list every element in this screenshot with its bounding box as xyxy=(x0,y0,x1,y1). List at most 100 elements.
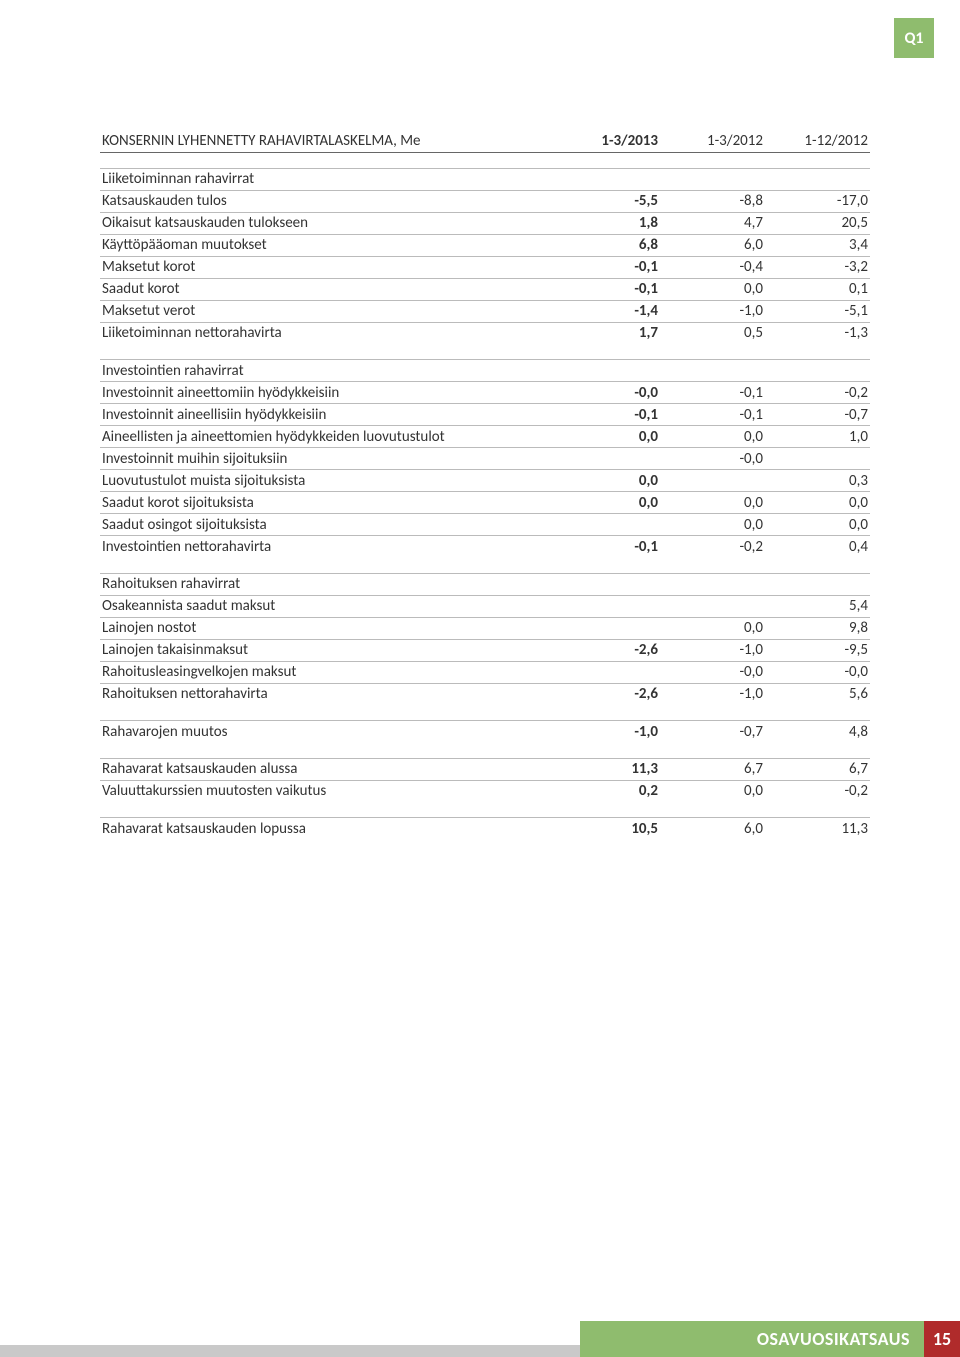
row-label: Katsauskauden tulos xyxy=(100,190,555,212)
table-row: Rahavarat katsauskauden lopussa10,56,011… xyxy=(100,818,870,840)
col-header-1: 1-3/2013 xyxy=(555,130,660,152)
table-row: Rahavarat katsauskauden alussa11,36,76,7 xyxy=(100,758,870,780)
spacer-row xyxy=(100,557,870,573)
spacer-row xyxy=(100,152,870,168)
cell-c3: 6,7 xyxy=(765,758,870,780)
cell-c3: -0,2 xyxy=(765,382,870,404)
cell-c1 xyxy=(555,448,660,470)
cell-c1: -0,1 xyxy=(555,404,660,426)
cell-c2: 0,0 xyxy=(660,780,765,802)
cell-c2: -0,1 xyxy=(660,404,765,426)
cell-c3: -5,1 xyxy=(765,300,870,322)
row-label: Maksetut verot xyxy=(100,300,555,322)
table-row: Maksetut verot-1,4-1,0-5,1 xyxy=(100,300,870,322)
footer-gray-bar xyxy=(0,1345,580,1357)
section-title: Liiketoiminnan rahavirrat xyxy=(100,168,555,190)
row-label: Saadut korot xyxy=(100,278,555,300)
table-row: Rahoitusleasingvelkojen maksut -0,0-0,0 xyxy=(100,661,870,683)
table-row: Lainojen takaisinmaksut-2,6-1,0-9,5 xyxy=(100,639,870,661)
cashflow-table: KONSERNIN LYHENNETTY RAHAVIRTALASKELMA, … xyxy=(100,130,870,839)
row-label: Lainojen takaisinmaksut xyxy=(100,639,555,661)
cell-c1 xyxy=(555,617,660,639)
cell-c1: -1,4 xyxy=(555,300,660,322)
cell-c1: -0,1 xyxy=(555,536,660,558)
cell-c1: -1,0 xyxy=(555,721,660,743)
table-row: Lainojen nostot0,09,8 xyxy=(100,617,870,639)
table-row: Osakeannista saadut maksut 5,4 xyxy=(100,595,870,617)
cell-c3: 0,3 xyxy=(765,470,870,492)
row-label: Luovutustulot muista sijoituksista xyxy=(100,470,555,492)
cell-c3: 4,8 xyxy=(765,721,870,743)
cell-c3: -3,2 xyxy=(765,256,870,278)
cell-c3: 1,0 xyxy=(765,426,870,448)
cell-c2 xyxy=(660,470,765,492)
cell-c1: -5,5 xyxy=(555,190,660,212)
cell-c2: 6,7 xyxy=(660,758,765,780)
cell-c2: -0,0 xyxy=(660,448,765,470)
cell-c1: 10,5 xyxy=(555,818,660,840)
row-label: Rahoitusleasingvelkojen maksut xyxy=(100,661,555,683)
section-title-row: Liiketoiminnan rahavirrat xyxy=(100,168,870,190)
cell-c3: 9,8 xyxy=(765,617,870,639)
cell-c1 xyxy=(555,514,660,536)
cell-c3: -17,0 xyxy=(765,190,870,212)
row-label: Saadut korot sijoituksista xyxy=(100,492,555,514)
table-row: Liiketoiminnan nettorahavirta1,70,5-1,3 xyxy=(100,322,870,344)
row-label: Aineellisten ja aineettomien hyödykkeide… xyxy=(100,426,555,448)
page-number: 15 xyxy=(924,1321,960,1357)
cell-c1: -0,1 xyxy=(555,278,660,300)
table-row: Investointien nettorahavirta-0,1-0,20,4 xyxy=(100,536,870,558)
table-row: Saadut korot-0,10,00,1 xyxy=(100,278,870,300)
row-label: Investoinnit aineellisiin hyödykkeisiin xyxy=(100,404,555,426)
table-row: Luovutustulot muista sijoituksista0,00,3 xyxy=(100,470,870,492)
row-label: Rahoituksen nettorahavirta xyxy=(100,683,555,705)
cell-c2: -0,4 xyxy=(660,256,765,278)
col-header-3: 1-12/2012 xyxy=(765,130,870,152)
table-row: Katsauskauden tulos-5,5-8,8-17,0 xyxy=(100,190,870,212)
table-row: Valuuttakurssien muutosten vaikutus0,20,… xyxy=(100,780,870,802)
cell-c2: -0,0 xyxy=(660,661,765,683)
table-row: Investoinnit muihin sijoituksiin-0,0 xyxy=(100,448,870,470)
cell-c3: 0,0 xyxy=(765,514,870,536)
cell-c2 xyxy=(660,595,765,617)
table-row: Saadut osingot sijoituksista0,00,0 xyxy=(100,514,870,536)
cell-c2: 0,0 xyxy=(660,492,765,514)
row-label: Käyttöpääoman muutokset xyxy=(100,234,555,256)
row-label: Oikaisut katsauskauden tulokseen xyxy=(100,212,555,234)
cell-c2: 0,5 xyxy=(660,322,765,344)
cashflow-table-container: KONSERNIN LYHENNETTY RAHAVIRTALASKELMA, … xyxy=(100,130,870,839)
table-row: Investoinnit aineellisiin hyödykkeisiin-… xyxy=(100,404,870,426)
cell-c3: 3,4 xyxy=(765,234,870,256)
cell-c2: 6,0 xyxy=(660,818,765,840)
cell-c3: -0,0 xyxy=(765,661,870,683)
col-header-2: 1-3/2012 xyxy=(660,130,765,152)
row-label: Investoinnit aineettomiin hyödykkeisiin xyxy=(100,382,555,404)
cell-c2: -0,2 xyxy=(660,536,765,558)
cell-c3: -1,3 xyxy=(765,322,870,344)
cell-c3: 0,4 xyxy=(765,536,870,558)
row-label: Liiketoiminnan nettorahavirta xyxy=(100,322,555,344)
section-title-row: Rahoituksen rahavirrat xyxy=(100,573,870,595)
cell-c3: -0,7 xyxy=(765,404,870,426)
row-label: Rahavarojen muutos xyxy=(100,721,555,743)
cell-c3: -9,5 xyxy=(765,639,870,661)
cell-c2: -0,1 xyxy=(660,382,765,404)
spacer-row xyxy=(100,802,870,818)
cell-c2: -1,0 xyxy=(660,683,765,705)
section-title: Rahoituksen rahavirrat xyxy=(100,573,555,595)
cell-c2: 4,7 xyxy=(660,212,765,234)
cell-c2: 6,0 xyxy=(660,234,765,256)
cell-c2: 0,0 xyxy=(660,278,765,300)
cell-c2: 0,0 xyxy=(660,617,765,639)
row-label: Osakeannista saadut maksut xyxy=(100,595,555,617)
cell-c1 xyxy=(555,595,660,617)
table-row: Oikaisut katsauskauden tulokseen1,84,720… xyxy=(100,212,870,234)
cell-c1: 0,0 xyxy=(555,492,660,514)
cell-c2: -1,0 xyxy=(660,639,765,661)
cell-c3: 0,1 xyxy=(765,278,870,300)
cell-c3: 5,4 xyxy=(765,595,870,617)
section-title: Investointien rahavirrat xyxy=(100,360,555,382)
cell-c1: 11,3 xyxy=(555,758,660,780)
row-label: Maksetut korot xyxy=(100,256,555,278)
row-label: Investointien nettorahavirta xyxy=(100,536,555,558)
